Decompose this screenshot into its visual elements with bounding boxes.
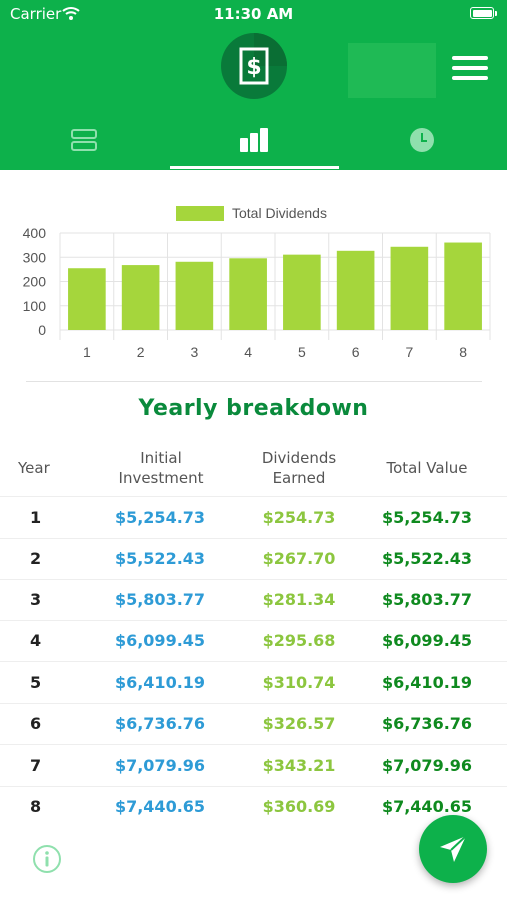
header-initial-line1: Initial <box>140 449 182 467</box>
send-button[interactable] <box>419 815 487 883</box>
cell-total: $5,803.77 <box>381 590 473 609</box>
bar <box>444 242 482 330</box>
legend-label: Total Dividends <box>232 205 327 221</box>
bar <box>336 250 375 330</box>
list-rows-icon <box>71 129 97 151</box>
cell-year: 8 <box>30 797 42 816</box>
header-banner-placeholder <box>348 43 436 98</box>
table-row: 8 $7,440.65 $360.69 $7,440.65 <box>0 786 507 827</box>
x-tick-label: 3 <box>190 344 198 360</box>
y-tick-label: 100 <box>23 298 47 314</box>
cell-dividends: $267.70 <box>262 549 336 568</box>
tab-bar <box>0 118 507 170</box>
cell-total: $6,099.45 <box>381 631 473 650</box>
table-row: 7 $7,079.96 $343.21 $7,079.96 <box>0 745 507 787</box>
table-row: 5 $6,410.19 $310.74 $6,410.19 <box>0 662 507 704</box>
info-icon[interactable] <box>32 844 62 874</box>
table-row: 3 $5,803.77 $281.34 $5,803.77 <box>0 579 507 621</box>
cell-initial: $5,803.77 <box>114 590 206 609</box>
bar <box>175 261 214 330</box>
table-row: 6 $6,736.76 $326.57 $6,736.76 <box>0 703 507 745</box>
cell-dividends: $360.69 <box>262 797 336 816</box>
table-row: 1 $5,254.73 $254.73 $5,254.73 <box>0 497 507 539</box>
table-row: 2 $5,522.43 $267.70 $5,522.43 <box>0 538 507 580</box>
hamburger-menu-icon[interactable] <box>450 52 490 84</box>
cell-initial: $6,099.45 <box>114 631 206 650</box>
header-dividends-earned: Dividends Earned <box>240 440 358 496</box>
bar <box>68 268 106 330</box>
cell-dividends: $281.34 <box>262 590 336 609</box>
cell-dividends: $310.74 <box>262 673 336 692</box>
cell-year: 4 <box>30 631 42 650</box>
bar-chart-icon <box>240 128 268 152</box>
cell-year: 7 <box>30 756 42 775</box>
cell-total: $7,079.96 <box>381 756 473 775</box>
section-title: Yearly breakdown <box>138 396 369 421</box>
battery-nub <box>495 11 497 16</box>
cell-initial: $7,440.65 <box>114 797 206 816</box>
cell-initial: $5,522.43 <box>114 549 206 568</box>
x-tick-label: 6 <box>352 344 360 360</box>
x-tick-label: 5 <box>298 344 306 360</box>
cell-total: $6,410.19 <box>381 673 473 692</box>
cell-year: 1 <box>30 508 42 527</box>
x-tick-label: 7 <box>405 344 413 360</box>
cell-dividends: $343.21 <box>262 756 336 775</box>
y-tick-label: 400 <box>23 225 47 241</box>
cell-total: $7,440.65 <box>381 797 473 816</box>
wifi-icon <box>62 7 80 20</box>
tab-history[interactable] <box>338 118 507 168</box>
app-header: Carrier 11:30 AM $ <box>0 0 507 170</box>
table-row: 4 $6,099.45 $295.68 $6,099.45 <box>0 620 507 662</box>
header-dividends-line2: Earned <box>272 469 326 487</box>
y-tick-label: 300 <box>23 249 47 265</box>
cell-total: $5,522.43 <box>381 549 473 568</box>
legend-swatch <box>176 206 224 221</box>
cell-initial: $7,079.96 <box>114 756 206 775</box>
status-bar: Carrier 11:30 AM <box>0 0 507 28</box>
cell-year: 5 <box>30 673 42 692</box>
svg-text:$: $ <box>246 55 261 80</box>
status-time: 11:30 AM <box>213 5 294 23</box>
header-dividends-line1: Dividends <box>261 449 337 467</box>
section-divider <box>26 381 482 382</box>
bar <box>283 254 321 330</box>
cell-dividends: $295.68 <box>262 631 336 650</box>
bar <box>390 246 429 330</box>
tab-list[interactable] <box>0 118 169 168</box>
cell-total: $6,736.76 <box>381 714 473 733</box>
cell-initial: $5,254.73 <box>114 508 206 527</box>
send-icon <box>440 835 467 862</box>
header-year: Year <box>18 459 50 477</box>
y-tick-label: 200 <box>23 274 47 290</box>
y-tick-label: 0 <box>38 322 46 338</box>
cell-total: $5,254.73 <box>381 508 473 527</box>
battery-icon <box>470 7 494 19</box>
dollar-document-icon: $ <box>221 33 287 99</box>
cell-initial: $6,736.76 <box>114 714 206 733</box>
cell-year: 6 <box>30 714 42 733</box>
cell-year: 2 <box>30 549 42 568</box>
x-tick-label: 2 <box>137 344 145 360</box>
tab-chart[interactable] <box>169 118 338 168</box>
x-tick-label: 1 <box>83 344 91 360</box>
clock-icon <box>410 128 434 152</box>
header-total-value: Total Value <box>386 459 468 477</box>
bar <box>121 265 160 330</box>
cell-initial: $6,410.19 <box>114 673 206 692</box>
x-tick-label: 4 <box>244 344 252 360</box>
cell-year: 3 <box>30 590 42 609</box>
active-tab-indicator <box>170 166 339 169</box>
header-initial-investment: Initial Investment <box>102 440 220 496</box>
table-header: Year Initial Investment Dividends Earned T… <box>0 440 507 497</box>
cell-dividends: $254.73 <box>262 508 336 527</box>
bar <box>229 258 267 330</box>
dividends-bar-chart: Total Dividends 400 300 200 100 0 1 2 3 4 5 6 7 8 <box>23 205 491 360</box>
header-initial-line2: Investment <box>118 469 204 487</box>
carrier-label: Carrier <box>10 5 62 23</box>
cell-dividends: $326.57 <box>262 714 336 733</box>
x-tick-label: 8 <box>459 344 467 360</box>
